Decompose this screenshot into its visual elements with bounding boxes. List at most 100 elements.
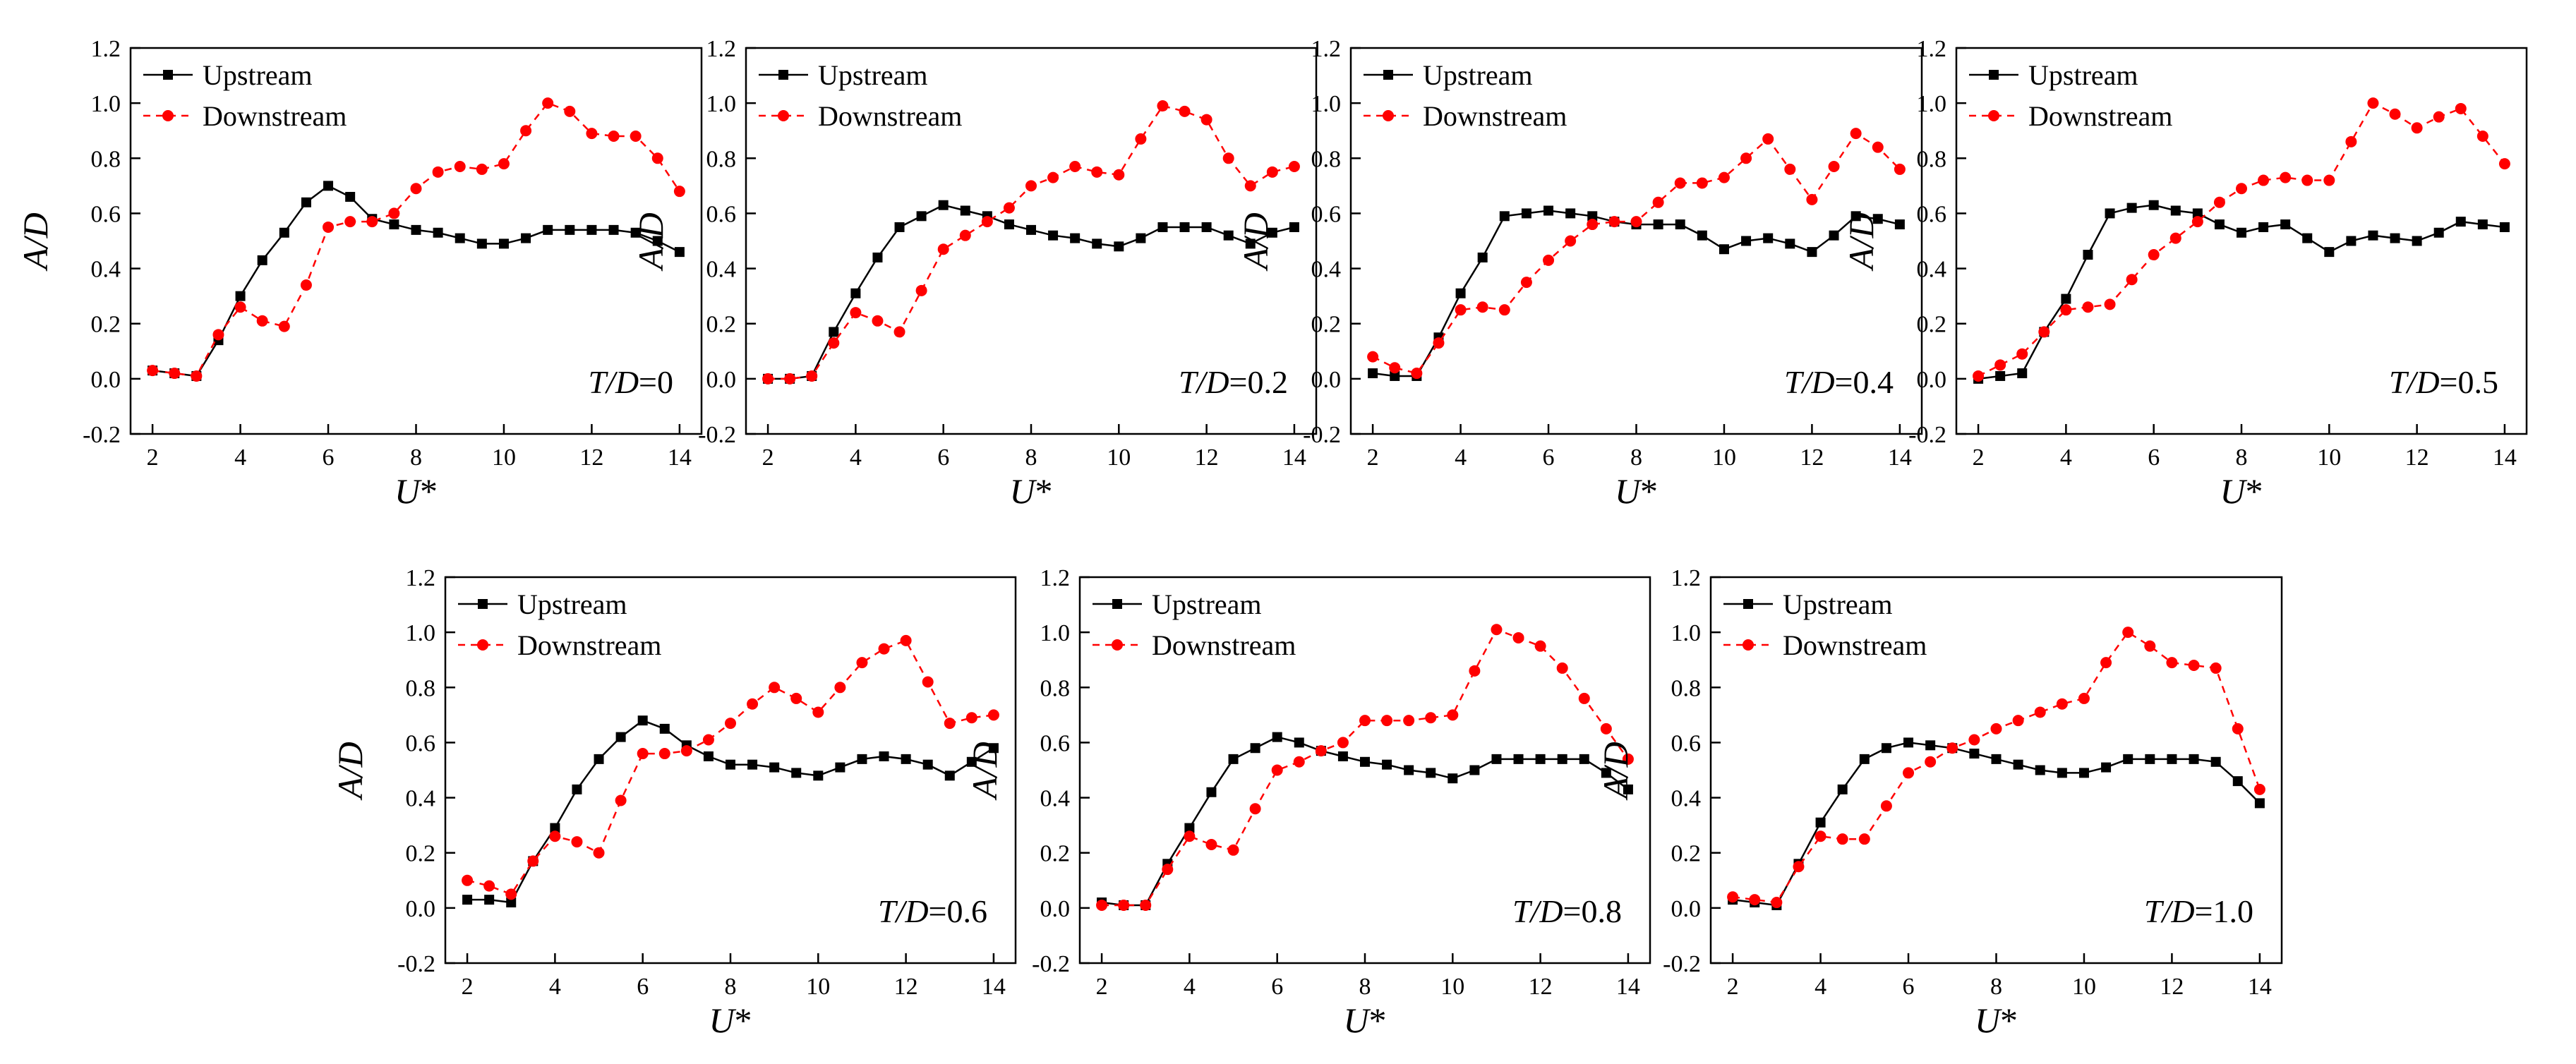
x-tick-label: 6 <box>1543 445 1555 471</box>
y-tick-label: 1.2 <box>1917 36 1947 62</box>
data-point-upstream <box>484 895 495 905</box>
y-axis-label: A/D <box>1596 742 1635 801</box>
data-point-downstream <box>2280 171 2292 183</box>
legend-label-downstream: Downstream <box>517 629 661 661</box>
x-tick-label: 10 <box>2072 974 2096 1000</box>
data-point-downstream <box>1749 894 1761 906</box>
legend-label-upstream: Upstream <box>1423 59 1533 91</box>
data-point-upstream <box>659 723 670 734</box>
data-point-downstream <box>234 301 246 313</box>
x-tick-label: 2 <box>1367 445 1379 471</box>
data-point-downstream <box>615 794 627 806</box>
chart-panel-5: 2 4 6 8 10 12 14 -0.2 0.0 0.2 0.4 0.6 0.8 1.0 1.2 U* A/D… <box>330 565 1017 1040</box>
y-tick-label: 0.0 <box>706 367 737 393</box>
x-tick-label: 4 <box>1184 974 1196 1000</box>
data-point-downstream <box>300 279 312 291</box>
data-point-upstream <box>2035 765 2045 775</box>
data-point-upstream <box>1995 370 2006 381</box>
data-point-downstream <box>893 326 905 338</box>
data-point-upstream <box>2167 754 2177 764</box>
data-point-upstream <box>703 751 714 761</box>
data-point-upstream <box>2302 233 2313 243</box>
data-point-downstream <box>1608 216 1620 228</box>
data-point-downstream <box>1543 254 1555 266</box>
x-tick-label: 2 <box>462 974 474 1000</box>
x-tick-label: 14 <box>1616 974 1640 1000</box>
x-axis-label: U* <box>2220 471 2263 511</box>
data-point-upstream <box>2192 208 2203 219</box>
data-point-downstream <box>1771 897 1783 909</box>
data-point-upstream <box>1991 754 2002 764</box>
data-point-upstream <box>988 743 999 754</box>
x-tick-label: 6 <box>637 974 649 1000</box>
data-point-downstream <box>527 855 539 867</box>
x-tick-label: 12 <box>579 445 603 471</box>
data-point-upstream <box>2189 754 2199 764</box>
y-tick-label: 0.8 <box>1311 146 1342 172</box>
data-point-downstream <box>2253 783 2265 795</box>
legend-label-upstream: Upstream <box>1152 588 1262 620</box>
data-point-downstream <box>915 284 927 296</box>
data-point-downstream <box>1740 152 1752 164</box>
x-axis-label: U* <box>1615 471 1658 511</box>
data-point-downstream <box>498 158 510 170</box>
data-point-upstream <box>389 219 399 230</box>
series-line-downstream <box>152 102 680 377</box>
legend-marker-upstream <box>1989 70 1999 80</box>
x-tick-label: 2 <box>1973 445 1985 471</box>
y-tick-label: 0.6 <box>1040 730 1071 756</box>
x-tick-label: 14 <box>2493 445 2517 471</box>
data-point-downstream <box>1491 624 1503 636</box>
y-tick-label: 0.0 <box>1671 896 1702 922</box>
y-tick-label: 0.0 <box>1040 896 1071 922</box>
data-point-upstream <box>1675 219 1685 230</box>
x-tick-label: 6 <box>1271 974 1283 1000</box>
data-point-downstream <box>1520 277 1532 289</box>
data-point-upstream <box>2258 222 2269 232</box>
series-line-downstream <box>1102 628 1629 907</box>
data-point-downstream <box>630 131 642 143</box>
panel-annotation: T/D=0.6 <box>878 893 987 929</box>
data-point-downstream <box>388 207 400 219</box>
data-point-upstream <box>850 288 861 298</box>
data-point-upstream <box>476 238 487 249</box>
data-point-upstream <box>2101 762 2112 773</box>
data-point-downstream <box>1337 737 1349 749</box>
data-point-downstream <box>1455 304 1467 316</box>
data-point-downstream <box>922 676 934 688</box>
data-point-downstream <box>1762 133 1774 145</box>
data-point-upstream <box>1223 230 1234 241</box>
legend-marker-upstream <box>478 599 488 609</box>
data-point-downstream <box>256 315 268 327</box>
data-point-upstream <box>615 732 626 742</box>
data-point-downstream <box>1425 712 1437 724</box>
data-point-downstream <box>1565 235 1577 247</box>
data-point-upstream <box>674 247 685 258</box>
data-point-upstream <box>1894 219 1905 230</box>
data-point-upstream <box>726 759 735 770</box>
data-point-downstream <box>505 888 517 900</box>
data-point-upstream <box>1404 765 1414 775</box>
data-point-upstream <box>1426 768 1436 778</box>
y-tick-label: 1.2 <box>91 36 121 62</box>
data-point-upstream <box>1048 230 1059 241</box>
data-point-downstream <box>1578 692 1590 704</box>
y-tick-label: 0.8 <box>1671 675 1702 701</box>
data-point-upstream <box>462 895 473 905</box>
data-point-upstream <box>2105 208 2115 219</box>
data-point-upstream <box>630 227 641 238</box>
data-point-downstream <box>965 712 977 724</box>
y-tick-label: 0.4 <box>1671 786 1702 812</box>
data-point-downstream <box>549 830 561 842</box>
x-tick-label: 8 <box>410 445 422 471</box>
data-point-downstream <box>1179 105 1191 117</box>
data-point-upstream <box>1390 370 1400 381</box>
data-point-upstream <box>506 897 517 908</box>
data-point-downstream <box>2038 326 2050 338</box>
legend-label-upstream: Upstream <box>818 59 928 91</box>
series-line-downstream <box>1732 631 2261 904</box>
data-point-upstream <box>916 211 927 222</box>
y-tick-label: -0.2 <box>698 422 736 448</box>
y-axis-label: A/D <box>330 742 370 801</box>
x-tick-label: 14 <box>1888 445 1912 471</box>
